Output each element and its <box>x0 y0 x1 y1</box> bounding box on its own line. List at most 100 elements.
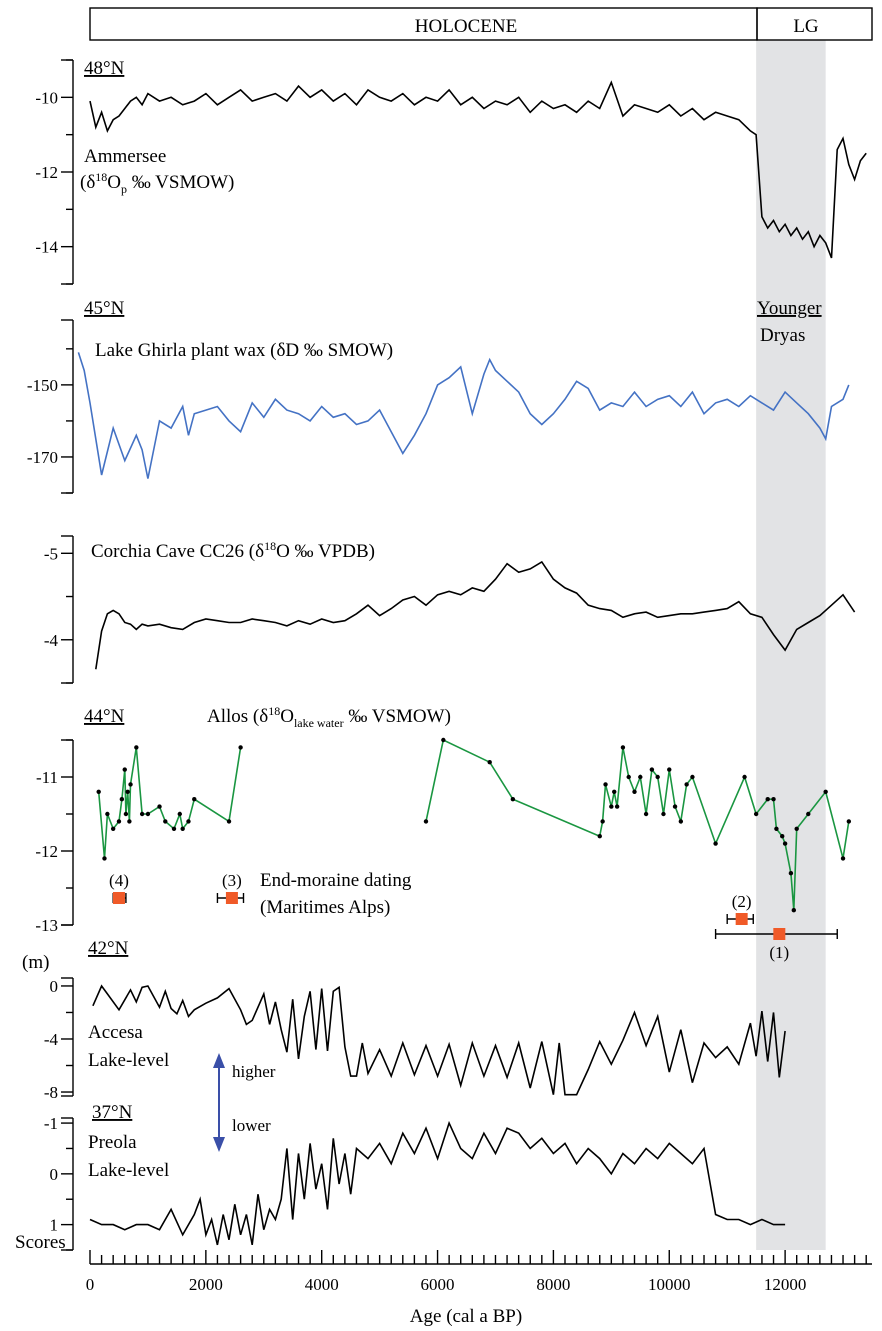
epoch-header: HOLOCENE LG <box>89 7 873 41</box>
allos-data-point <box>780 834 785 839</box>
arrow-label-lower: lower <box>232 1116 271 1135</box>
allos-data-point <box>186 819 191 824</box>
age-tick-label: 4000 <box>305 1275 339 1294</box>
moraine-label-line2: (Maritimes Alps) <box>260 897 390 918</box>
ghirla-tick-label: -150 <box>27 376 58 395</box>
allos-data-point <box>690 774 695 780</box>
allos-data-point <box>609 804 614 809</box>
corchia-title: Corchia Cave CC26 (δ18O ‰ VPDB) <box>91 539 375 562</box>
age-tick-label: 10000 <box>648 1275 691 1294</box>
allos-data-point <box>794 826 799 831</box>
arrow-head-up <box>213 1053 225 1068</box>
arrow-head-down <box>213 1137 225 1152</box>
ghirla-title: Lake Ghirla plant wax (δD ‰ SMOW) <box>95 340 393 361</box>
moraine-date-label: (3) <box>222 871 242 890</box>
allos-data-point <box>823 789 828 794</box>
allos-data-point <box>655 774 660 780</box>
allos-data-point <box>678 819 684 824</box>
preola-title-line1: Preola <box>88 1132 137 1153</box>
preola-tick-label: 1 <box>50 1216 59 1235</box>
late-glacial-label: LG <box>793 16 819 37</box>
allos-data-point <box>192 797 197 802</box>
accesa-tick-label: 0 <box>50 977 59 996</box>
allos-data-point <box>684 782 689 787</box>
panel-ghirla: 45°N Lake Ghirla plant wax (δD ‰ SMOW) -… <box>27 298 850 494</box>
younger-dryas-label-line2: Dryas <box>760 325 805 346</box>
holocene-label: HOLOCENE <box>415 16 517 37</box>
allos-data-point <box>771 797 776 802</box>
moraine-date-marker <box>773 928 786 940</box>
allos-data-point <box>614 804 620 809</box>
allos-tick-label: -12 <box>35 842 58 861</box>
allos-y-axis: -11 -12 -13 <box>35 739 74 935</box>
allos-data-point <box>846 819 852 824</box>
allos-series-line <box>425 738 850 911</box>
latitude-label-45n: 45°N <box>84 298 125 319</box>
ammersee-title-line1: Ammersee <box>84 146 166 167</box>
latitude-label-48n: 48°N <box>84 58 125 79</box>
panel-accesa: 42°N (m) Accesa Lake-level 0 -4 -8 <box>22 938 786 1102</box>
allos-data-point <box>765 797 770 802</box>
allos-data-point <box>742 774 747 780</box>
ammersee-tick-label: -10 <box>35 88 58 107</box>
moraine-label-line1: End-moraine dating <box>260 870 412 891</box>
accesa-y-axis: 0 -4 -8 <box>44 977 74 1102</box>
allos-data-point <box>125 789 130 794</box>
age-tick-label: 12000 <box>764 1275 807 1294</box>
allos-data-point <box>632 789 637 794</box>
allos-series-line <box>97 747 242 859</box>
allos-data-point <box>806 811 811 817</box>
age-tick-label: 2000 <box>189 1275 223 1294</box>
moraine-dates: (4) (3) (2) (1) <box>109 871 838 962</box>
allos-data-point <box>840 856 846 861</box>
allos-data-point <box>96 789 101 794</box>
allos-data-point <box>713 841 718 846</box>
allos-data-point <box>226 819 232 824</box>
latitude-label-37n: 37°N <box>92 1102 133 1123</box>
latitude-label-42n: 42°N <box>88 938 129 959</box>
allos-data-point <box>157 804 162 809</box>
corchia-series-line <box>95 560 856 670</box>
preola-tick-label: -1 <box>44 1114 58 1133</box>
accesa-title-line2: Lake-level <box>88 1050 169 1071</box>
allos-data-point <box>649 767 655 772</box>
allos-data-point <box>110 826 116 831</box>
preola-y-axis: -1 0 1 <box>44 1114 74 1251</box>
allos-data-point <box>145 811 151 817</box>
allos-data-point <box>638 774 643 780</box>
allos-data-point <box>597 834 602 839</box>
allos-data-point <box>600 819 605 824</box>
panel-preola: 37°N Preola Lake-level Scores -1 0 1 <box>15 1102 786 1253</box>
allos-data-point <box>423 819 429 824</box>
lake-level-arrow: higher lower <box>213 1053 276 1152</box>
allos-data-point <box>603 782 608 787</box>
allos-data-point <box>441 737 446 743</box>
allos-data-point <box>119 797 125 802</box>
allos-data-point <box>127 819 132 824</box>
ammersee-y-axis: -10 -12 -14 <box>35 59 74 285</box>
allos-data-point <box>116 819 122 824</box>
allos-data-point <box>238 745 243 750</box>
ammersee-tick-label: -14 <box>35 238 58 257</box>
younger-dryas-label-line1: Younger <box>757 298 822 319</box>
moraine-date-marker <box>112 892 125 904</box>
ghirla-tick-label: -170 <box>27 448 58 467</box>
arrow-label-higher: higher <box>232 1062 276 1081</box>
age-tick-label: 6000 <box>421 1275 455 1294</box>
allos-data-point <box>102 856 107 861</box>
younger-dryas-band <box>756 40 826 1250</box>
allos-data-point <box>620 745 626 750</box>
allos-title: Allos (δ18Olake water ‰ VSMOW) <box>207 704 451 730</box>
allos-data-point <box>774 826 779 831</box>
allos-data-point <box>626 774 631 780</box>
corchia-tick-label: -5 <box>44 544 58 563</box>
allos-data-point <box>180 826 185 831</box>
allos-data-point <box>782 841 788 846</box>
preola-series-line <box>89 1120 786 1246</box>
allos-data-point <box>134 745 139 750</box>
accesa-tick-label: -4 <box>44 1030 59 1049</box>
allos-data-point <box>163 819 168 824</box>
allos-data-point <box>612 789 617 794</box>
preola-title-line2: Lake-level <box>88 1160 169 1181</box>
allos-tick-label: -11 <box>36 768 58 787</box>
